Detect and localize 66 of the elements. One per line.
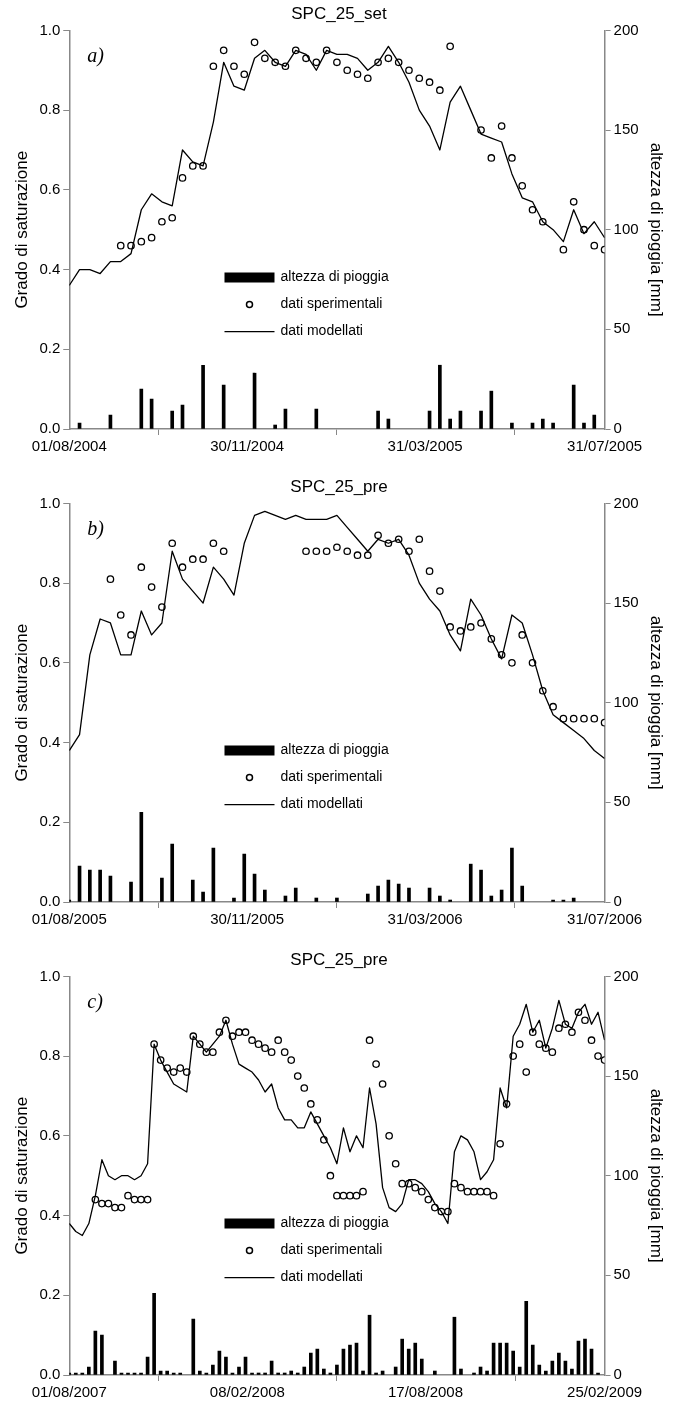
chart-title: SPC_25_set (291, 3, 387, 23)
y2-axis-title: altezza di pioggia [mm] (647, 615, 667, 790)
legend-label: dati sperimentali (280, 1241, 383, 1258)
legend-label: altezza di pioggia (280, 1214, 389, 1231)
x-tick-label: 25/02/2009 (567, 1383, 643, 1401)
y-axis-title: Grado di saturazione (11, 150, 31, 309)
y2-tick-label: 0 (613, 1365, 622, 1383)
y2-tick-label: 50 (613, 792, 631, 810)
x-tick-label: 08/02/2008 (209, 1383, 285, 1401)
y-tick-label: 0.6 (39, 179, 61, 197)
y-tick-label: 0.2 (39, 1285, 61, 1303)
y-axis-title: Grado di saturazione (11, 623, 31, 782)
x-tick-label: 01/08/2005 (31, 910, 107, 928)
x-tick-label: 01/08/2004 (31, 437, 107, 455)
y-tick-label: 0.4 (39, 732, 61, 750)
y-tick-label: 0.0 (39, 1365, 61, 1383)
y-tick-label: 1.0 (39, 966, 61, 984)
x-tick-label: 30/11/2005 (210, 910, 285, 928)
y-tick-label: 0.2 (39, 812, 61, 830)
y-tick-label: 0.4 (39, 259, 61, 277)
y2-tick-label: 200 (613, 493, 639, 511)
annotation: b) (87, 516, 105, 540)
y2-tick-label: 150 (613, 1066, 639, 1084)
y2-tick-label: 50 (613, 1265, 631, 1283)
y2-tick-label: 150 (613, 120, 639, 138)
y-tick-label: 1.0 (39, 20, 61, 38)
x-tick-label: 17/08/2008 (387, 1383, 464, 1401)
legend-label: dati modellati (280, 322, 363, 339)
legend-label: dati modellati (280, 1268, 363, 1285)
legend-label: dati sperimentali (280, 295, 383, 312)
legend-label: dati sperimentali (280, 768, 383, 785)
y2-tick-label: 0 (613, 892, 622, 910)
y2-tick-label: 100 (613, 219, 639, 237)
x-tick-label: 31/03/2006 (387, 910, 463, 928)
legend-label: altezza di pioggia (280, 741, 389, 758)
y-tick-label: 0.4 (39, 1205, 61, 1223)
y2-tick-label: 100 (613, 1165, 639, 1183)
annotation: c) (87, 989, 104, 1013)
y-tick-label: 0.8 (39, 100, 61, 118)
legend-label: altezza di pioggia (280, 268, 389, 285)
x-tick-label: 01/08/2007 (31, 1383, 107, 1401)
x-tick-label: 31/07/2005 (567, 437, 643, 455)
y2-tick-label: 50 (613, 319, 631, 337)
y2-tick-label: 150 (613, 593, 639, 611)
chart-title: SPC_25_pre (290, 949, 388, 969)
y2-axis-title: altezza di pioggia [mm] (647, 142, 667, 317)
chart-title: SPC_25_pre (290, 476, 388, 496)
y-tick-label: 1.0 (39, 493, 61, 511)
y2-tick-label: 200 (613, 966, 639, 984)
y2-tick-label: 0 (613, 419, 622, 437)
y2-axis-title: altezza di pioggia [mm] (647, 1088, 667, 1263)
x-tick-label: 31/07/2006 (567, 910, 643, 928)
legend-label: dati modellati (280, 795, 363, 812)
y-tick-label: 0.8 (39, 1046, 61, 1064)
annotation: a) (87, 43, 105, 67)
x-tick-label: 30/11/2004 (210, 437, 285, 455)
x-tick-label: 31/03/2005 (387, 437, 463, 455)
y-axis-title: Grado di saturazione (11, 1096, 31, 1255)
y2-tick-label: 100 (613, 692, 639, 710)
y-tick-label: 0.6 (39, 652, 61, 670)
y-tick-label: 0.6 (39, 1125, 61, 1143)
y-tick-label: 0.0 (39, 892, 61, 910)
y-tick-label: 0.2 (39, 339, 61, 357)
y-tick-label: 0.8 (39, 573, 61, 591)
y-tick-label: 0.0 (39, 419, 61, 437)
y2-tick-label: 200 (613, 20, 639, 38)
